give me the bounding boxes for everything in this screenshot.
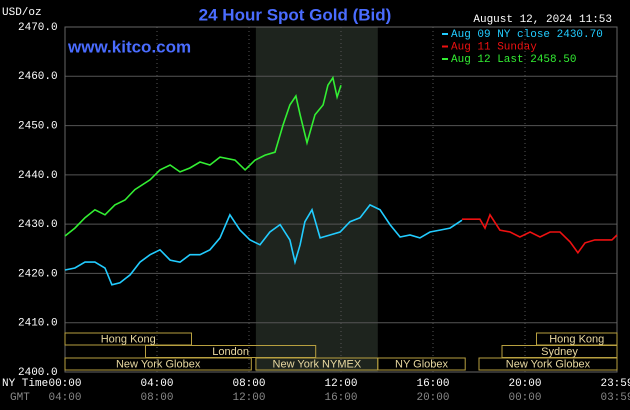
y-tick-label: 2440.0 xyxy=(18,170,58,182)
y-tick-label: 2430.0 xyxy=(18,219,58,231)
series-line xyxy=(462,213,618,255)
watermark: www.kitco.com xyxy=(67,37,191,56)
session-bar xyxy=(64,332,192,346)
y-tick-label: 2470.0 xyxy=(18,22,58,34)
session-label: New York Globex xyxy=(116,358,201,370)
session-bar xyxy=(377,357,466,371)
session-label: New York NYMEX xyxy=(273,358,362,370)
x-tick-label: 08:00 xyxy=(232,378,265,390)
y-tick-label: 2450.0 xyxy=(18,120,58,132)
x2-tick-label: 16:00 xyxy=(324,392,357,404)
legend-label: Aug 09 NY close 2430.70 xyxy=(451,29,603,41)
session-label: Sydney xyxy=(541,346,578,358)
y-tick-label: 2420.0 xyxy=(18,268,58,280)
chart-title: 24 Hour Spot Gold (Bid) xyxy=(199,5,392,24)
x-tick-label: 16:00 xyxy=(416,378,449,390)
x-tick-label: 23:59 xyxy=(600,378,630,390)
unit-label: USD/oz xyxy=(2,7,42,19)
x-tick-label: 12:00 xyxy=(324,378,357,390)
x2-tick-label: 08:00 xyxy=(140,392,173,404)
x2-tick-label: 04:00 xyxy=(48,392,81,404)
legend-label: Aug 12 Last 2458.50 xyxy=(451,54,576,66)
x2-tick-label: 00:00 xyxy=(508,392,541,404)
series-line xyxy=(64,203,463,286)
session-label: NY Globex xyxy=(395,358,448,370)
x-axis-label: NY Time xyxy=(2,378,48,390)
series-line xyxy=(64,75,342,237)
x2-tick-label: 03:59 xyxy=(600,392,630,404)
plot-frame xyxy=(64,26,618,373)
y-tick-label: 2410.0 xyxy=(18,318,58,330)
x-tick-label: 00:00 xyxy=(48,378,81,390)
legend-label: Aug 11 Sunday xyxy=(451,41,537,53)
timestamp: August 12, 2024 11:53 xyxy=(473,14,612,26)
y-tick-label: 2400.0 xyxy=(18,367,58,379)
x2-tick-label: 12:00 xyxy=(232,392,265,404)
x-tick-label: 04:00 xyxy=(140,378,173,390)
session-bar xyxy=(145,345,317,358)
y-tick-label: 2460.0 xyxy=(18,71,58,83)
session-highlight xyxy=(255,27,378,372)
x2-axis-label: GMT xyxy=(10,392,30,404)
session-label: London xyxy=(212,346,249,358)
session-bar xyxy=(536,332,618,346)
plot xyxy=(64,26,618,373)
session-label: Hong Kong xyxy=(549,333,604,345)
session-label: New York Globex xyxy=(506,358,591,370)
session-label: Hong Kong xyxy=(101,333,156,345)
x2-tick-label: 20:00 xyxy=(416,392,449,404)
x-tick-label: 20:00 xyxy=(508,378,541,390)
